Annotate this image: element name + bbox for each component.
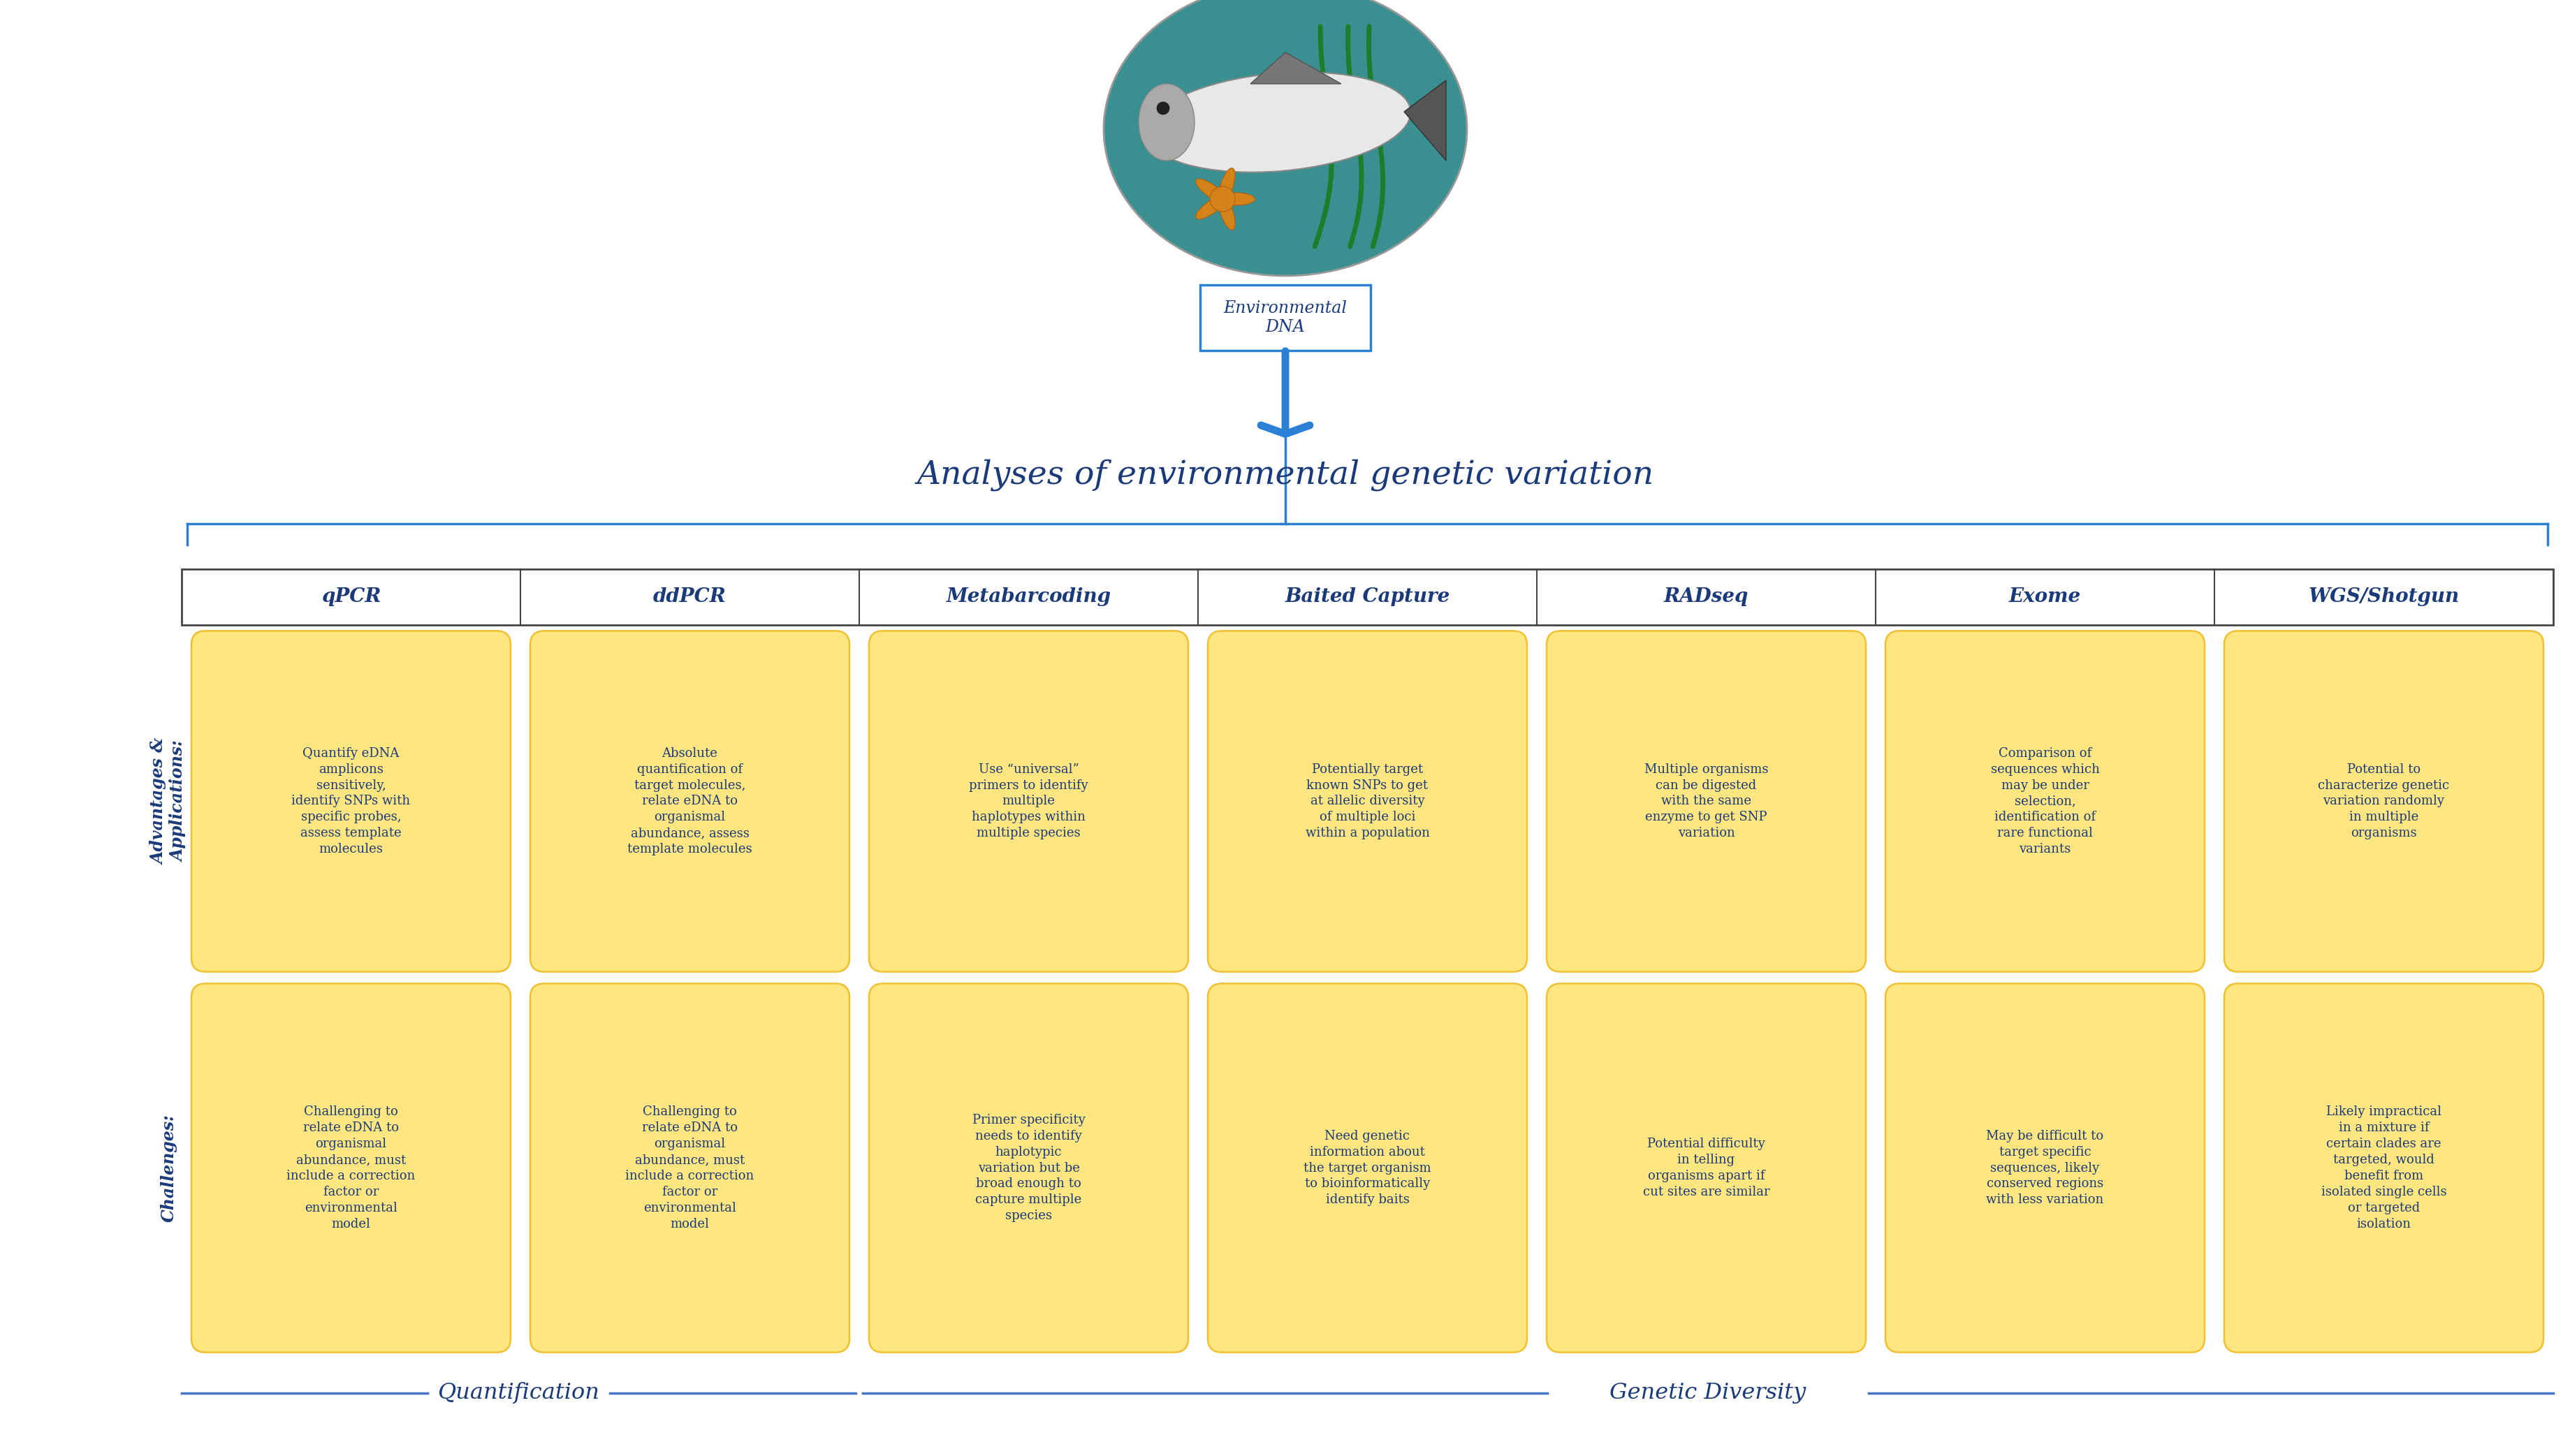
Text: May be difficult to
target specific
sequences, likely
conserved regions
with les: May be difficult to target specific sequ… — [1987, 1130, 2102, 1206]
FancyBboxPatch shape — [2223, 983, 2542, 1353]
FancyBboxPatch shape — [1208, 630, 1527, 971]
Text: Multiple organisms
can be digested
with the same
enzyme to get SNP
variation: Multiple organisms can be digested with … — [1645, 763, 1768, 840]
Text: Quantification: Quantification — [437, 1382, 599, 1404]
Text: Likely impractical
in a mixture if
certain clades are
targeted, would
benefit fr: Likely impractical in a mixture if certa… — [2321, 1105, 2447, 1230]
Text: Challenging to
relate eDNA to
organismal
abundance, must
include a correction
fa: Challenging to relate eDNA to organismal… — [288, 1105, 416, 1230]
Ellipse shape — [1216, 192, 1254, 205]
Text: Challenging to
relate eDNA to
organismal
abundance, must
include a correction
fa: Challenging to relate eDNA to organismal… — [625, 1105, 753, 1230]
FancyBboxPatch shape — [1547, 630, 1866, 971]
Ellipse shape — [1139, 84, 1195, 160]
Polygon shape — [1403, 80, 1447, 160]
FancyBboxPatch shape — [1884, 983, 2205, 1353]
Text: Analyses of environmental genetic variation: Analyses of environmental genetic variat… — [917, 459, 1653, 491]
Text: Environmental
DNA: Environmental DNA — [1223, 300, 1347, 335]
Text: Potentially target
known SNPs to get
at allelic diversity
of multiple loci
withi: Potentially target known SNPs to get at … — [1306, 763, 1429, 840]
Text: RADseq: RADseq — [1663, 588, 1748, 607]
Text: Quantify eDNA
amplicons
sensitively,
identify SNPs with
specific probes,
assess : Quantify eDNA amplicons sensitively, ide… — [290, 747, 411, 856]
Text: Baited Capture: Baited Capture — [1285, 588, 1449, 607]
Ellipse shape — [1146, 73, 1411, 172]
Text: Exome: Exome — [2010, 588, 2082, 607]
Ellipse shape — [1126, 0, 1447, 259]
Text: Comparison of
sequences which
may be under
selection,
identification of
rare fun: Comparison of sequences which may be und… — [1989, 747, 2100, 856]
Text: Need genetic
information about
the target organism
to bioinformatically
identify: Need genetic information about the targe… — [1303, 1130, 1431, 1206]
Circle shape — [1210, 186, 1234, 211]
Ellipse shape — [1195, 195, 1228, 220]
FancyBboxPatch shape — [869, 630, 1187, 971]
FancyBboxPatch shape — [529, 630, 848, 971]
Text: Genetic Diversity: Genetic Diversity — [1609, 1382, 1807, 1404]
FancyBboxPatch shape — [190, 630, 511, 971]
Text: Potential to
characterize genetic
variation randomly
in multiple
organisms: Potential to characterize genetic variat… — [2318, 763, 2449, 840]
Polygon shape — [1249, 52, 1342, 84]
Ellipse shape — [1118, 0, 1452, 264]
FancyBboxPatch shape — [182, 569, 2552, 625]
Ellipse shape — [1195, 179, 1228, 204]
Text: qPCR: qPCR — [321, 588, 380, 607]
Text: Challenges:: Challenges: — [162, 1114, 177, 1222]
Ellipse shape — [1218, 167, 1234, 205]
Text: WGS/Shotgun: WGS/Shotgun — [2308, 588, 2459, 607]
FancyBboxPatch shape — [1884, 630, 2205, 971]
FancyBboxPatch shape — [529, 983, 848, 1353]
Ellipse shape — [1108, 0, 1462, 272]
Text: Advantages &
Applications:: Advantages & Applications: — [152, 738, 188, 865]
Text: Metabarcoding: Metabarcoding — [946, 588, 1110, 607]
FancyBboxPatch shape — [1208, 983, 1527, 1353]
Text: Absolute
quantification of
target molecules,
relate eDNA to
organismal
abundance: Absolute quantification of target molecu… — [627, 747, 753, 856]
FancyBboxPatch shape — [2223, 630, 2542, 971]
Ellipse shape — [1103, 0, 1467, 275]
Text: Primer specificity
needs to identify
haplotypic
variation but be
broad enough to: Primer specificity needs to identify hap… — [971, 1114, 1085, 1222]
FancyBboxPatch shape — [190, 983, 511, 1353]
Circle shape — [1156, 102, 1169, 115]
FancyBboxPatch shape — [869, 983, 1187, 1353]
FancyBboxPatch shape — [1547, 983, 1866, 1353]
FancyBboxPatch shape — [1200, 285, 1370, 351]
Text: Potential difficulty
in telling
organisms apart if
cut sites are similar: Potential difficulty in telling organism… — [1642, 1137, 1768, 1198]
Text: Use “universal”
primers to identify
multiple
haplotypes within
multiple species: Use “universal” primers to identify mult… — [969, 763, 1087, 840]
Ellipse shape — [1218, 194, 1234, 230]
Text: ddPCR: ddPCR — [653, 588, 727, 607]
Ellipse shape — [1113, 0, 1457, 268]
